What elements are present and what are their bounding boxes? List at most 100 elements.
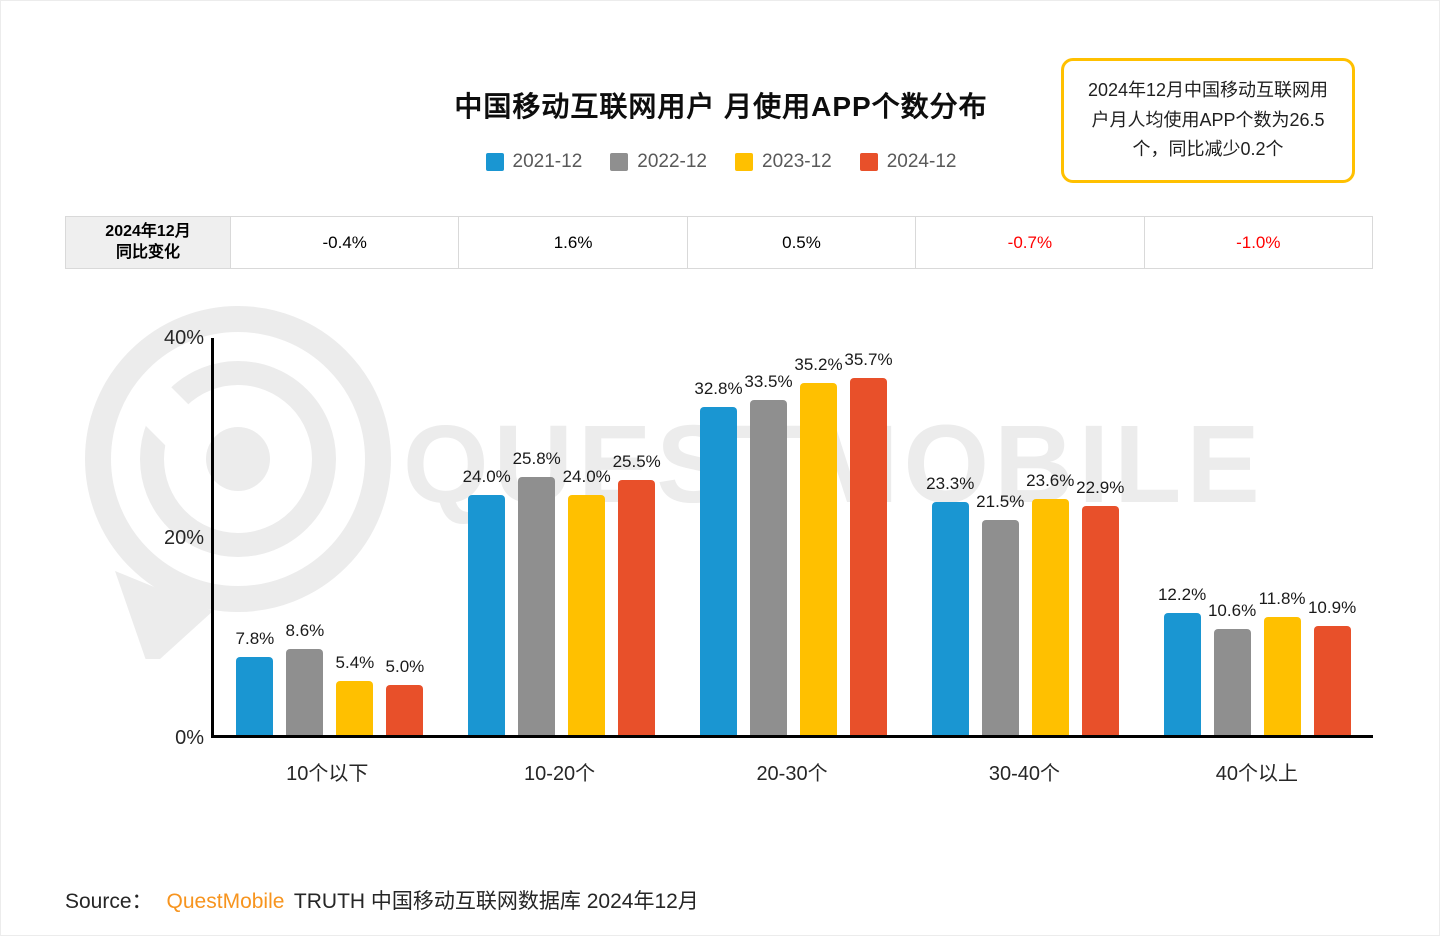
bar-column: 24.0% (563, 338, 611, 735)
bar-value-label: 35.2% (794, 355, 843, 374)
bar-column: 23.6% (1026, 338, 1074, 735)
y-axis-tick-label: 0% (175, 727, 204, 749)
bar-2023-12 (568, 495, 606, 735)
chart-title: 中国移动互联网用户 月使用APP个数分布 (454, 91, 988, 122)
bar-2022-12 (1213, 629, 1251, 735)
bar-2023-12 (336, 681, 374, 735)
bar-column: 7.8% (235, 338, 275, 735)
bar-2024-12 (386, 685, 424, 735)
bar-group: 23.3% 21.5% 23.6% 22.9% (909, 338, 1141, 735)
yoy-value-cell: -0.4% (230, 217, 458, 268)
legend-item: 2023-12 (735, 151, 832, 173)
bar-column: 10.6% (1208, 338, 1256, 735)
bar-2023-12 (799, 383, 837, 735)
legend-label: 2021-12 (512, 151, 583, 172)
bar-group: 24.0% 25.8% 24.0% 25.5% (446, 338, 678, 735)
bar-value-label: 22.9% (1076, 478, 1125, 497)
bar-2024-12 (618, 480, 656, 735)
bar-value-label: 23.6% (1026, 471, 1075, 490)
bar-2024-12 (1313, 626, 1351, 735)
bar-value-label: 33.5% (744, 372, 793, 391)
bar-column: 5.0% (385, 338, 425, 735)
bar-value-label: 25.8% (512, 449, 561, 468)
legend-item: 2022-12 (610, 151, 707, 173)
bar-group: 7.8% 8.6% 5.4% 5.0% (214, 338, 446, 735)
bar-value-label: 10.6% (1207, 601, 1257, 620)
bar-column: 11.8% (1259, 338, 1306, 735)
source-brand: QuestMobile (166, 890, 285, 913)
questmobile-logo-watermark (85, 306, 391, 659)
source-suffix: TRUTH 中国移动互联网数据库 2024年12月 (293, 890, 699, 913)
legend-label: 2022-12 (637, 151, 707, 172)
bar-column: 35.2% (794, 338, 843, 735)
bar-value-label: 23.3% (926, 474, 975, 493)
bar-value-label: 24.0% (562, 467, 611, 486)
bar-2021-12 (236, 657, 274, 735)
bar-2022-12 (981, 520, 1019, 735)
yoy-value-cell: -0.7% (915, 217, 1143, 268)
bar-column: 24.0% (463, 338, 511, 735)
x-axis-label: 30-40个 (988, 763, 1060, 785)
x-axis-label: 20-30个 (756, 763, 828, 785)
yoy-value-cell: 0.5% (686, 217, 915, 268)
bar-2022-12 (518, 477, 556, 735)
yoy-change-table: 2024年12月 同比变化 -0.4% 1.6% 0.5% -0.7% -1.0% (65, 216, 1373, 269)
bar-column: 10.9% (1308, 338, 1356, 735)
bar-column: 35.7% (844, 338, 893, 735)
bar-value-label: 32.8% (694, 379, 743, 398)
bar-value-label: 10.9% (1307, 598, 1357, 617)
x-axis-label: 10个以下 (286, 763, 369, 785)
bar-value-label: 21.5% (976, 492, 1025, 511)
legend-label: 2024-12 (886, 151, 957, 172)
legend-swatch (735, 153, 753, 171)
bar-group: 12.2% 10.6% 11.8% 10.9% (1141, 338, 1373, 735)
x-axis-labels: 10个以下 10-20个 20-30个 30-40个 40个以上 (211, 757, 1373, 786)
legend-item: 2024-12 (859, 151, 957, 173)
bar-value-label: 5.0% (385, 657, 425, 676)
bar-column: 33.5% (744, 338, 793, 735)
bar-column: 25.8% (513, 338, 561, 735)
bar-value-label: 8.6% (285, 621, 325, 640)
bar-2023-12 (1263, 617, 1301, 735)
bar-value-label: 7.8% (235, 629, 275, 648)
yoy-value-cell: -1.0% (1143, 217, 1372, 268)
legend-label: 2023-12 (762, 151, 832, 172)
bar-value-label: 25.5% (612, 452, 661, 471)
yoy-row-header: 2024年12月 同比变化 (66, 217, 230, 268)
bar-column: 22.9% (1076, 338, 1124, 735)
legend-item: 2021-12 (485, 151, 583, 173)
source-prefix: Source： (65, 890, 153, 913)
bar-column: 8.6% (285, 338, 325, 735)
bar-group: 32.8% 33.5% 35.2% 35.7% (678, 338, 910, 735)
bar-column: 5.4% (335, 338, 375, 735)
bar-2024-12 (849, 378, 887, 735)
bar-2021-12 (931, 502, 969, 735)
bar-value-label: 12.2% (1157, 585, 1207, 604)
bar-2022-12 (749, 400, 787, 735)
x-axis-label: 40个以上 (1215, 763, 1298, 785)
bar-value-label: 11.8% (1258, 589, 1306, 608)
bar-2021-12 (1163, 613, 1201, 735)
y-axis-tick-label: 20% (163, 527, 204, 549)
legend: 2021-12 2022-12 2023-12 2024-12 (1, 151, 1439, 173)
y-axis-tick-label: 40% (163, 327, 204, 349)
bar-column: 12.2% (1158, 338, 1206, 735)
bar-column: 21.5% (976, 338, 1024, 735)
x-axis-label: 10-20个 (524, 763, 596, 785)
bar-value-label: 24.0% (462, 467, 511, 486)
bar-value-label: 35.7% (844, 350, 893, 369)
bar-2021-12 (699, 407, 737, 735)
bar-2023-12 (1031, 499, 1069, 735)
yoy-value-cell: 1.6% (458, 217, 686, 268)
bar-2022-12 (286, 649, 324, 735)
source-line: Source： QuestMobile TRUTH 中国移动互联网数据库 2024… (65, 885, 699, 915)
legend-swatch (610, 153, 629, 171)
bar-column: 32.8% (694, 338, 743, 735)
plot-area: 7.8% 8.6% 5.4% 5.0% 24.0% 25.8% 24.0% 25.5% 32.8… (211, 338, 1373, 738)
bar-value-label: 5.4% (335, 653, 375, 672)
bar-column: 23.3% (926, 338, 974, 735)
callout-box: 2024年12月中国移动互联网用户月人均使用APP个数为26.5个，同比减少0.… (1061, 58, 1355, 184)
bar-column: 25.5% (613, 338, 661, 735)
